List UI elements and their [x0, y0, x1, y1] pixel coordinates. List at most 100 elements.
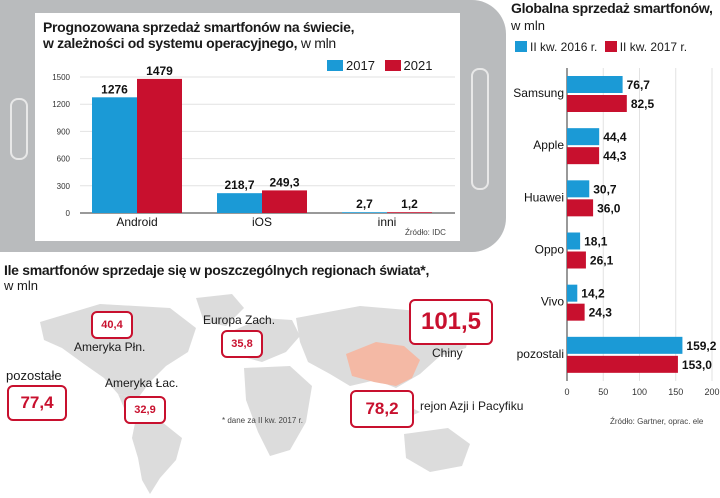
vendor-bar-samsung-1 [567, 95, 627, 112]
os-chart-title: Prognozowana sprzedaż smartfonów na świe… [43, 19, 458, 51]
legend-swatch-2017 [327, 60, 343, 71]
legend-label-2016q2: II kw. 2016 r. [530, 40, 598, 54]
vendor-xtick-0: 0 [564, 387, 569, 397]
vendor-category-pozostali: pozostali [517, 347, 564, 361]
vendor-label-oppo-1: 26,1 [590, 254, 614, 268]
map-north-america [40, 304, 196, 398]
region-value-pozostale: 77,4 [20, 393, 54, 412]
os-bar-chart: 0 300 600 900 1200 1500 1276 1479 Android 218,7 24… [52, 64, 455, 229]
region-box-europa-zach: 35,8 [221, 330, 263, 358]
vendor-label-vivo-0: 14,2 [581, 287, 605, 301]
os-ytick-4: 1200 [52, 100, 70, 109]
vendor-label-apple-0: 44,4 [603, 130, 627, 144]
vendor-category-vivo: Vivo [541, 295, 564, 309]
vendor-label-vivo-1: 24,3 [589, 306, 613, 320]
vendor-label-oppo-0: 18,1 [584, 235, 608, 249]
regions-title: Ile smartfonów sprzedaje się w poszczegó… [4, 262, 430, 278]
regions-unit: w mln [4, 278, 38, 293]
phone-home-button [10, 98, 28, 160]
region-label-ameryka-pln: Ameryka Płn. [74, 340, 146, 354]
vendor-bar-samsung-0 [567, 76, 623, 93]
vendor-category-oppo: Oppo [535, 243, 565, 257]
os-label-ios-2021: 249,3 [269, 175, 299, 189]
vendor-bar-pozostali-1 [567, 355, 678, 373]
legend-swatch-2017q2 [604, 41, 617, 52]
legend-label-2021: 2021 [403, 58, 433, 73]
os-ytick-2: 600 [57, 155, 71, 164]
vendor-xtick-1: 50 [598, 387, 608, 397]
phone-speaker [471, 68, 489, 190]
os-bar-inni-2017 [342, 212, 387, 213]
os-category-ios: iOS [252, 215, 272, 229]
os-label-android-2021: 1479 [146, 64, 173, 78]
vendor-label-huawei-1: 36,0 [597, 201, 621, 215]
os-ytick-3: 900 [57, 127, 71, 136]
region-box-chiny: 101,5 [409, 299, 493, 345]
region-label-azja-pacyfik: rejon Azji i Pacyfiku [420, 399, 524, 413]
os-bar-android-2017 [92, 97, 137, 213]
os-category-android: Android [116, 215, 157, 229]
map-china [346, 342, 420, 386]
region-value-ameryka-lac: 32,9 [134, 404, 156, 416]
os-ytick-0: 0 [66, 209, 71, 218]
region-value-azja-pacyfik: 78,2 [365, 399, 399, 418]
region-value-chiny: 101,5 [420, 308, 482, 335]
vendor-xtick-4: 200 [704, 387, 719, 397]
legend-swatch-2016q2 [515, 41, 527, 52]
os-bar-ios-2021 [262, 190, 307, 213]
os-label-inni-2017: 2,7 [356, 197, 373, 211]
os-label-android-2017: 1276 [101, 82, 128, 96]
vendor-label-pozostali-1: 153,0 [682, 358, 712, 372]
vendor-xtick-3: 150 [668, 387, 683, 397]
vendor-bar-huawei-0 [567, 180, 590, 198]
os-bar-android-2021 [137, 78, 182, 214]
vendor-chart-title-text: Globalna sprzedaż smartfonów, [511, 0, 713, 16]
map-africa [244, 366, 312, 456]
vendor-chart-legend: II kw. 2016 r. II kw. 2017 r. [515, 40, 687, 54]
vendor-bar-vivo-1 [567, 303, 585, 321]
vendor-xtick-2: 100 [632, 387, 647, 397]
vendor-label-apple-1: 44,3 [603, 149, 627, 163]
vendor-label-huawei-0: 30,7 [593, 182, 617, 196]
os-bar-inni-2021 [387, 212, 432, 213]
region-box-ameryka-lac: 32,9 [124, 396, 166, 424]
phone-frame: Prognozowana sprzedaż smartfonów na świe… [0, 0, 506, 252]
region-box-pozostale: 77,4 [7, 385, 67, 421]
map-greenland [196, 294, 244, 326]
os-chart-title-line2: w zależności od systemu operacyjnego, [43, 35, 298, 51]
region-label-ameryka-lac: Ameryka Łac. [105, 376, 179, 390]
legend-swatch-2021 [384, 60, 401, 71]
os-chart-title-line1: Prognozowana sprzedaż smartfonów na świe… [43, 19, 355, 35]
vendor-bar-apple-1 [567, 147, 600, 165]
vendor-bar-huawei-1 [567, 199, 594, 217]
os-bar-ios-2017 [217, 193, 262, 213]
vendor-bar-chart: 0 50 100 150 200 76,7 82,5 Samsung 44,4 44,3 Apple… [513, 68, 720, 397]
map-australia [404, 428, 470, 472]
os-chart-legend: 2017 2021 [327, 58, 432, 73]
legend-label-2017: 2017 [346, 58, 375, 73]
vendor-category-samsung: Samsung [513, 86, 564, 100]
vendor-bar-vivo-0 [567, 284, 578, 302]
os-category-inni: inni [378, 215, 397, 229]
os-ytick-5: 1500 [52, 73, 70, 82]
region-label-chiny: Chiny [432, 346, 463, 360]
os-label-ios-2017: 218,7 [224, 178, 254, 192]
vendor-category-apple: Apple [533, 138, 564, 152]
vendor-bar-oppo-1 [567, 251, 586, 269]
vendor-chart-source: Źródło: Gartner, oprac. ele [610, 417, 704, 426]
os-chart-unit: w mln [300, 35, 336, 51]
region-value-europa-zach: 35,8 [231, 338, 253, 350]
vendor-label-samsung-1: 82,5 [631, 97, 655, 111]
vendor-chart-title: Globalna sprzedaż smartfonów, [511, 0, 720, 16]
vendor-label-samsung-0: 76,7 [627, 78, 651, 92]
region-label-pozostale: pozostałe [6, 368, 62, 383]
region-value-ameryka-pln: 40,4 [101, 319, 123, 331]
regions-footnote: * dane za II kw. 2017 r. [222, 416, 303, 425]
region-label-europa-zach: Europa Zach. [203, 313, 276, 327]
region-box-azja-pacyfik: 78,2 [350, 390, 414, 428]
vendor-bar-pozostali-0 [567, 336, 683, 354]
vendor-label-pozostali-0: 159,2 [686, 339, 716, 353]
vendor-bar-oppo-0 [567, 232, 581, 250]
map-south-america [132, 418, 182, 494]
os-chart-source: Źródło: IDC [405, 228, 446, 237]
